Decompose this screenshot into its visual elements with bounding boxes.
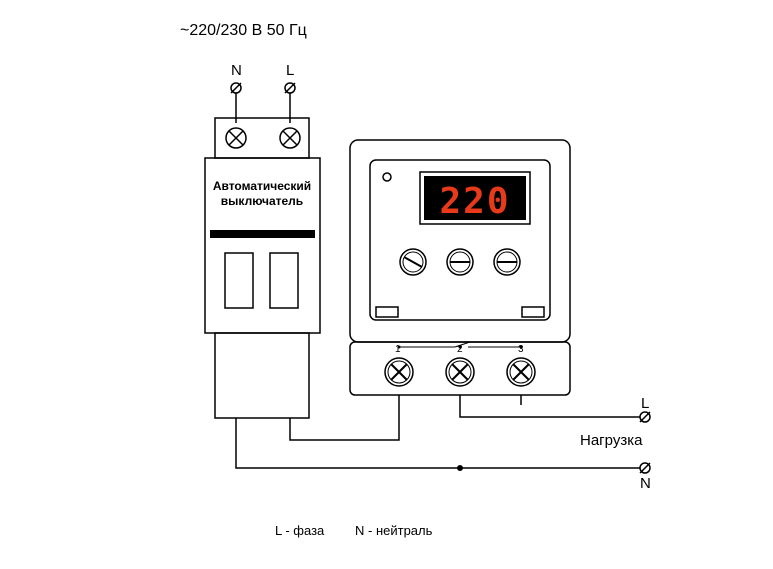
relay-terminal-screw-2 xyxy=(446,358,474,386)
wiring-diagram: ~220/230 В 50 Гц N L Автоматический выкл… xyxy=(0,0,773,569)
supply-label: ~220/230 В 50 Гц xyxy=(180,22,307,39)
output-N-label: N xyxy=(640,475,651,492)
relay-knob-2 xyxy=(447,249,473,275)
input-L-label: L xyxy=(286,62,294,79)
relay-clip-left xyxy=(376,307,398,317)
relay-terminal-screw-1 xyxy=(385,358,413,386)
relay-led-icon xyxy=(383,173,391,181)
load-label: Нагрузка xyxy=(580,432,643,449)
circuit-breaker: Автоматический выключатель xyxy=(205,118,320,418)
breaker-bar xyxy=(210,230,315,238)
wire-junction-dot xyxy=(457,465,463,471)
breaker-switch-1 xyxy=(225,253,253,308)
breaker-screw-top-left xyxy=(226,128,246,148)
relay-knob-1 xyxy=(400,249,426,275)
breaker-label-2: выключатель xyxy=(221,194,303,208)
breaker-screw-top-right xyxy=(280,128,300,148)
wire-relay-to-load-L xyxy=(460,395,640,417)
relay-display-value: 220 xyxy=(439,181,510,222)
input-N-label: N xyxy=(231,62,242,79)
relay-knob-3 xyxy=(494,249,520,275)
relay-clip-right xyxy=(522,307,544,317)
relay-terminal-screw-3 xyxy=(507,358,535,386)
legend-L: L - фаза xyxy=(275,523,325,538)
output-L-label: L xyxy=(641,395,649,412)
legend-N: N - нейтраль xyxy=(355,523,433,538)
breaker-label-1: Автоматический xyxy=(213,179,311,193)
relay-terminal-1-label: 1 xyxy=(395,344,401,355)
breaker-switch-2 xyxy=(270,253,298,308)
voltage-relay: 220 1 2 3 xyxy=(350,140,570,395)
